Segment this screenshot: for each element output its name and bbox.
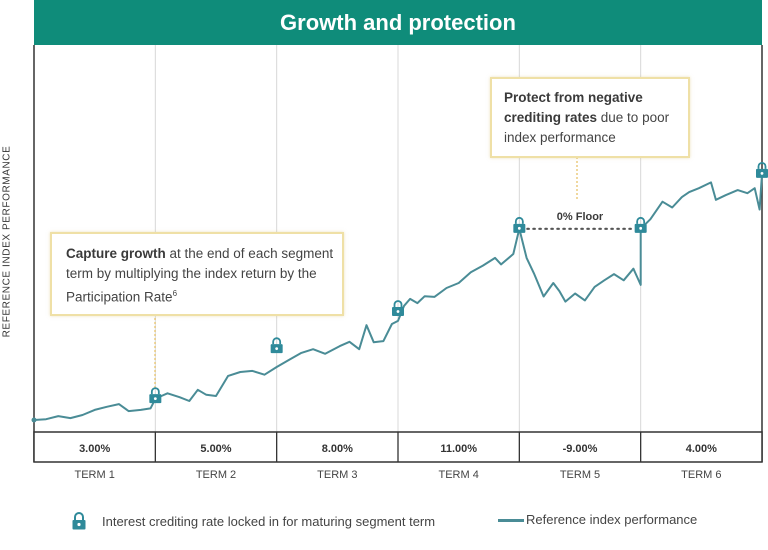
rate-value-term-5: -9.00%	[563, 443, 598, 455]
lock-icon	[634, 216, 647, 233]
lock-keyhole	[517, 226, 521, 230]
series-start-point	[31, 417, 37, 423]
lock-keyhole	[396, 310, 400, 313]
term-label-6: TERM 6	[681, 469, 721, 481]
rate-value-term-3: 8.00%	[322, 443, 353, 455]
term-label-1: TERM 1	[74, 469, 114, 481]
legend-item-lock: Interest crediting rate locked in for ma…	[72, 512, 435, 533]
legend-label-line: Reference index performance	[526, 512, 698, 527]
legend-label-lock: Interest crediting rate locked in for ma…	[102, 513, 436, 529]
term-label-4: TERM 4	[438, 469, 478, 481]
rate-value-term-6: 4.00%	[686, 443, 717, 455]
lock-shackle	[393, 300, 403, 308]
lock-shackle	[150, 387, 160, 395]
callout-superscript: 6	[172, 289, 178, 298]
lock-keyhole	[153, 397, 157, 401]
callout-capture-growth-text: at the end of each segment term by multi…	[66, 246, 334, 305]
callout-capture-growth: Capture growth at the end of each segmen…	[50, 232, 344, 316]
lock-icon	[149, 387, 162, 404]
series-line-0	[33, 173, 763, 421]
lock-icon	[270, 337, 283, 354]
term-label-2: TERM 2	[196, 469, 236, 481]
lock-icon	[756, 161, 768, 178]
legend-item-line: Reference index performance	[498, 512, 697, 527]
callout-protect-bold: Protect from negative crediting rates	[504, 90, 643, 125]
lock-keyhole	[760, 171, 764, 175]
lock-icon	[392, 300, 404, 317]
term-label-5: TERM 5	[560, 469, 600, 481]
chart-title: Growth and protection	[34, 0, 762, 45]
callout-capture-growth-bold: Capture growth	[66, 246, 166, 261]
rate-value-term-4: 11.00%	[440, 443, 477, 455]
lock-shackle	[514, 216, 524, 224]
rate-value-term-1: 3.00%	[79, 443, 110, 455]
lock-keyhole	[275, 347, 279, 351]
callout-protect: Protect from negative crediting rates du…	[490, 77, 690, 158]
lock-icon	[513, 216, 526, 233]
lock-icon	[72, 512, 86, 533]
lock-keyhole	[639, 226, 643, 230]
lock-shackle	[757, 161, 767, 169]
lock-shackle	[636, 216, 646, 224]
lock-shackle	[272, 337, 282, 345]
floor-label: 0% Floor	[557, 211, 604, 223]
term-label-3: TERM 3	[317, 469, 357, 481]
legend-line-swatch	[498, 519, 524, 523]
rate-value-term-2: 5.00%	[200, 443, 231, 455]
callout-protect-text: due to poor index performance	[504, 110, 670, 145]
